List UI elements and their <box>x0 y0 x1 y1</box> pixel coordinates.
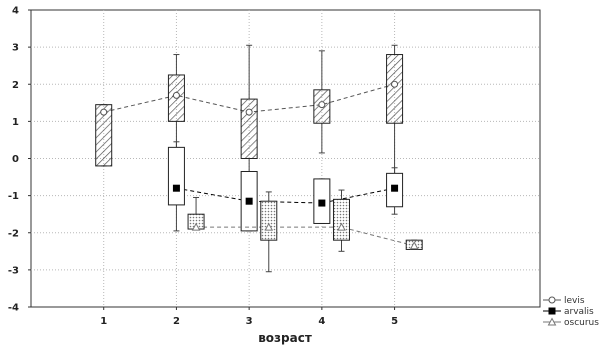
y-tick-label: -4 <box>8 303 19 314</box>
median-marker <box>191 222 201 231</box>
box-oscurus <box>187 196 205 231</box>
box-rect <box>386 54 404 124</box>
x-tick-label: 2 <box>173 316 180 327</box>
x-axis-ticks: 1 2 3 4 5 <box>100 307 398 327</box>
series-arvalis <box>167 141 404 232</box>
median-marker <box>391 80 399 88</box>
y-tick-label: -3 <box>8 265 19 276</box>
median-marker <box>548 307 556 315</box>
median-marker <box>391 184 399 192</box>
median-marker <box>245 197 253 205</box>
box-levis <box>95 104 113 167</box>
median-marker <box>409 241 419 250</box>
box-rect <box>260 200 278 241</box>
series-line <box>196 226 415 247</box>
median-marker <box>318 199 326 207</box>
x-tick-label: 4 <box>318 316 325 327</box>
box-oscurus <box>260 191 278 273</box>
y-tick-label: 0 <box>12 154 19 165</box>
y-tick-label: -1 <box>8 191 19 202</box>
box-arvalis <box>313 178 331 224</box>
box-rect <box>240 98 258 159</box>
box-levis <box>386 44 404 200</box>
series-oscurus <box>187 189 423 273</box>
legend-label: oscurus <box>564 318 599 328</box>
box-oscurus <box>332 189 350 252</box>
box-arvalis <box>386 167 404 215</box>
series-line <box>176 187 395 204</box>
y-tick-label: 4 <box>12 6 19 17</box>
median-marker <box>172 91 180 99</box>
median-marker <box>100 108 108 116</box>
median-marker <box>245 108 253 116</box>
series-levis <box>95 44 404 200</box>
legend-label: levis <box>564 296 585 306</box>
x-axis-label: возраст <box>258 331 312 345</box>
y-tick-label: 1 <box>12 117 19 128</box>
legend-item-levis: levis <box>543 296 585 306</box>
legend-label: arvalis <box>564 307 594 317</box>
box-rect <box>95 104 113 167</box>
median-marker <box>547 317 557 326</box>
x-tick-label: 3 <box>246 316 253 327</box>
box-arvalis <box>167 141 185 232</box>
median-marker <box>548 296 556 304</box>
legend-item-arvalis: arvalis <box>543 307 594 317</box>
box-levis <box>167 54 185 163</box>
x-tick-label: 1 <box>100 316 107 327</box>
box-rect <box>167 146 185 206</box>
median-marker <box>172 184 180 192</box>
legend-item-oscurus: oscurus <box>543 317 599 328</box>
box-arvalis <box>240 170 258 232</box>
median-marker <box>337 222 346 231</box>
grid-lines <box>31 10 540 307</box>
y-axis-ticks: 4 3 2 1 0 -1 -2 -3 -4 <box>8 6 31 314</box>
box-rect <box>332 198 350 241</box>
series-group <box>95 44 423 273</box>
median-marker <box>318 101 326 109</box>
box-oscurus <box>405 239 423 250</box>
y-tick-label: 2 <box>12 80 19 91</box>
box-levis <box>313 50 331 154</box>
median-marker <box>264 222 274 231</box>
x-tick-label: 5 <box>391 316 398 327</box>
y-tick-label: -2 <box>8 228 19 239</box>
y-tick-label: 3 <box>12 43 19 54</box>
